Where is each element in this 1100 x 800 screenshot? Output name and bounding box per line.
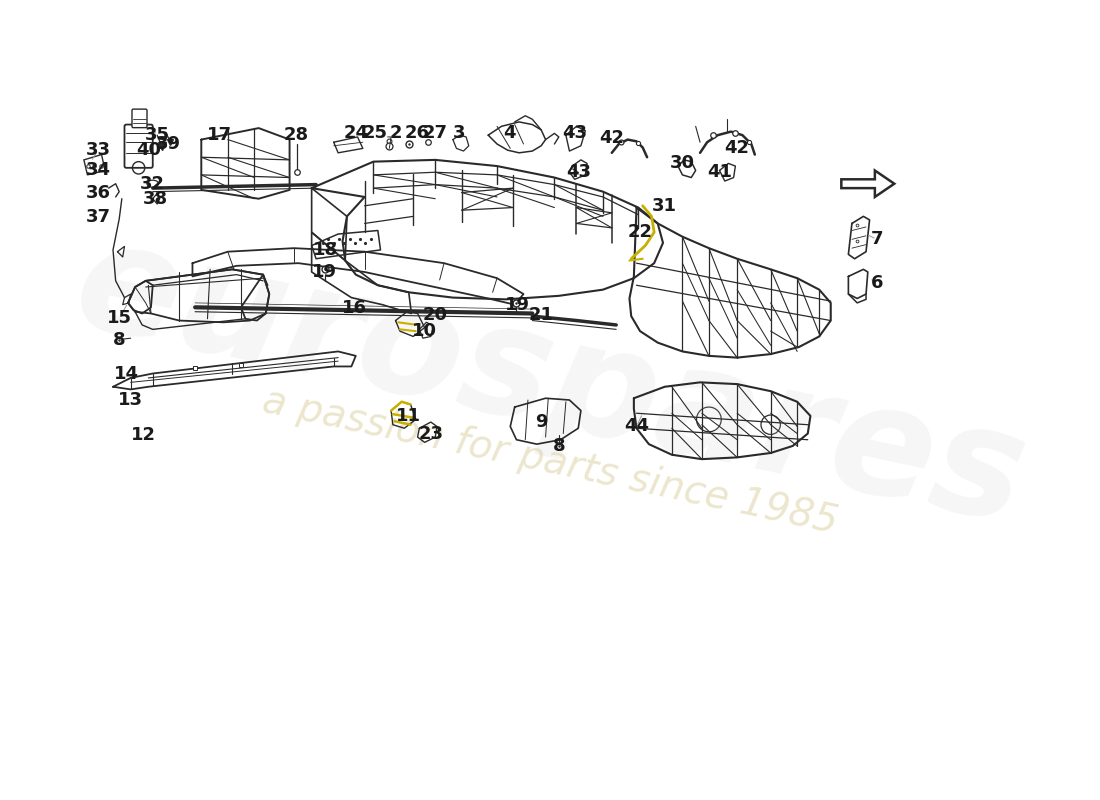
Text: 34: 34 <box>86 162 110 179</box>
Text: 2: 2 <box>389 123 402 142</box>
Text: 15: 15 <box>107 309 132 327</box>
Text: 36: 36 <box>86 183 110 202</box>
Text: 20: 20 <box>422 306 448 324</box>
Text: 8: 8 <box>113 331 125 349</box>
Text: 37: 37 <box>86 208 110 226</box>
Text: eurospares: eurospares <box>62 209 1038 556</box>
Text: 14: 14 <box>113 365 139 382</box>
Text: 21: 21 <box>529 306 553 324</box>
Text: 11: 11 <box>396 407 421 425</box>
Text: 25: 25 <box>363 123 387 142</box>
Text: 19: 19 <box>505 296 530 314</box>
Text: 3: 3 <box>453 123 465 142</box>
Text: 22: 22 <box>627 223 652 242</box>
Text: 12: 12 <box>131 426 156 444</box>
Polygon shape <box>842 170 894 197</box>
Text: 26: 26 <box>405 123 430 142</box>
Text: 17: 17 <box>207 126 231 144</box>
Text: 43: 43 <box>566 163 592 182</box>
FancyBboxPatch shape <box>132 109 147 128</box>
Text: 24: 24 <box>343 123 368 142</box>
Text: 40: 40 <box>135 141 161 159</box>
Text: 23: 23 <box>418 425 443 442</box>
Text: 43: 43 <box>562 123 587 142</box>
Text: 8: 8 <box>552 437 565 455</box>
Text: 33: 33 <box>86 141 110 159</box>
Text: 42: 42 <box>725 139 750 158</box>
Text: 28: 28 <box>284 126 309 144</box>
Text: 16: 16 <box>341 299 366 317</box>
Text: 42: 42 <box>600 129 625 147</box>
Text: 31: 31 <box>652 197 678 214</box>
FancyBboxPatch shape <box>124 125 153 168</box>
Text: 30: 30 <box>670 154 695 173</box>
Ellipse shape <box>147 180 158 187</box>
Text: 10: 10 <box>412 322 437 340</box>
Text: 13: 13 <box>118 391 143 409</box>
Text: 19: 19 <box>312 263 338 281</box>
Text: 6: 6 <box>870 274 883 293</box>
Text: 7: 7 <box>870 230 883 248</box>
Text: 27: 27 <box>422 123 448 142</box>
Polygon shape <box>84 154 106 175</box>
Text: 41: 41 <box>707 163 732 182</box>
Text: 18: 18 <box>314 241 339 259</box>
Text: 39: 39 <box>156 135 182 153</box>
Text: 38: 38 <box>143 190 168 208</box>
Text: 35: 35 <box>145 126 169 144</box>
Text: 32: 32 <box>140 174 165 193</box>
Text: 4: 4 <box>503 123 516 142</box>
Text: 9: 9 <box>535 413 548 431</box>
Text: a passion for parts since 1985: a passion for parts since 1985 <box>258 382 842 542</box>
Text: 44: 44 <box>624 418 649 435</box>
